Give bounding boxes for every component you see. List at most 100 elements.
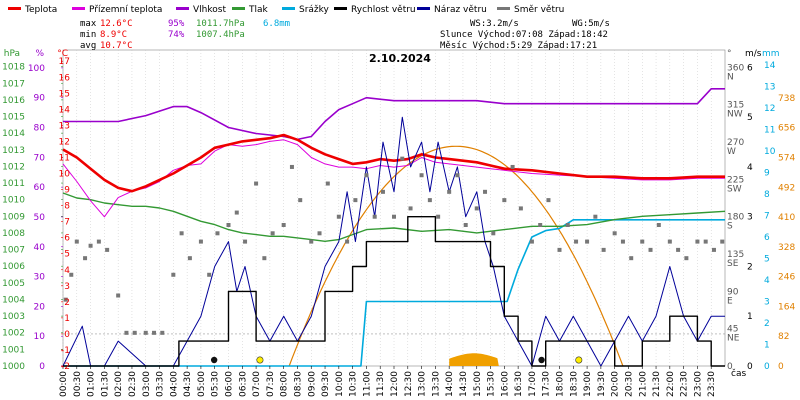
- y-tick-label: 1017: [2, 79, 25, 89]
- wind-direction-point: [408, 206, 413, 211]
- wind-direction-point: [455, 173, 460, 178]
- y-tick-label: 30: [34, 273, 46, 283]
- y-tick-label: 5: [64, 250, 70, 260]
- y-tick-label: 1004: [2, 295, 25, 305]
- wind-direction-point: [648, 247, 653, 252]
- y-tick-label: 10: [34, 332, 46, 342]
- y-tick-label: SW: [727, 184, 742, 194]
- wind-direction-point: [676, 247, 681, 252]
- y-tick-label: 10: [764, 147, 776, 157]
- stat-text: 8.9°C: [100, 30, 127, 40]
- stat-text: WG:5m/s: [572, 19, 610, 29]
- wind-direction-point: [640, 239, 645, 244]
- y-tick-label: 15: [59, 89, 70, 99]
- y-tick-label: -2: [61, 362, 70, 372]
- wind-direction-point: [711, 247, 716, 252]
- chart-title: 2.10.2024: [369, 52, 431, 65]
- wind-direction-point: [152, 330, 157, 335]
- wind-direction-point: [612, 231, 617, 236]
- y-tick-label: 13: [764, 83, 775, 93]
- axis-unit: mm: [762, 49, 780, 59]
- x-tick-label: 23:30: [707, 371, 717, 397]
- series-line-teplota: [62, 133, 725, 193]
- y-tick-label: 0: [747, 362, 753, 372]
- x-tick-label: 01:30: [100, 371, 110, 397]
- plot-area: [62, 49, 726, 367]
- y-tick-label: 1000: [2, 362, 25, 372]
- wind-direction-point: [353, 198, 358, 203]
- x-tick-label: 10:00: [335, 371, 345, 397]
- stat-text: 12.6°C: [100, 19, 133, 29]
- stat-text: 1011.7hPa: [196, 19, 245, 29]
- legend-label: Rychlost větru: [351, 5, 416, 15]
- y-tick-label: 45: [727, 325, 738, 335]
- y-tick-label: 82: [778, 332, 789, 342]
- solar-curve: [288, 145, 624, 367]
- x-tick-label: 04:00: [169, 371, 179, 397]
- y-tick-label: 656: [778, 124, 795, 134]
- y-tick-label: 492: [778, 183, 795, 193]
- y-tick-label: 2: [747, 262, 753, 272]
- y-tick-label: NW: [727, 110, 743, 120]
- y-tick-label: 5: [747, 113, 753, 123]
- legend-label: Teplota: [24, 5, 57, 15]
- legend-swatch: [176, 7, 189, 10]
- y-tick-label: 60: [34, 183, 46, 193]
- wind-direction-point: [703, 239, 708, 244]
- wind-direction-point: [656, 223, 661, 228]
- x-tick-label: 09:00: [307, 371, 317, 397]
- x-tick-label: 18:30: [569, 371, 579, 397]
- x-tick-label: 11:00: [362, 371, 372, 397]
- wind-direction-point: [529, 239, 534, 244]
- axis-unit: %: [35, 49, 44, 59]
- wind-direction-point: [96, 239, 101, 244]
- y-tick-label: 14: [59, 105, 71, 115]
- y-tick-label: 1: [64, 314, 70, 324]
- wind-direction-point: [483, 189, 488, 194]
- series-line-p-zemn-teplota: [62, 139, 725, 218]
- y-tick-label: 225: [727, 175, 744, 185]
- y-tick-label: 9: [64, 186, 70, 196]
- wind-direction-point: [557, 247, 562, 252]
- y-tick-label: 164: [778, 302, 795, 312]
- wind-direction-point: [491, 231, 496, 236]
- x-tick-label: 02:00: [114, 371, 124, 397]
- y-tick-label: 1018: [2, 63, 25, 73]
- wind-direction-point: [124, 330, 129, 335]
- legend-swatch: [8, 7, 21, 10]
- x-tick-label: 11:30: [376, 371, 386, 397]
- wind-direction-point: [215, 231, 220, 236]
- y-tick-label: 1014: [2, 129, 25, 139]
- y-tick-label: 70: [34, 153, 46, 163]
- x-tick-label: 15:00: [473, 371, 483, 397]
- x-tick-label: 04:30: [183, 371, 193, 397]
- rain-rate-area: [449, 353, 499, 366]
- y-tick-label: 9: [764, 169, 770, 179]
- axes: 00:00 00:30 01:00 01:30 02:00 02:30 03:00 03:30…: [2, 49, 795, 397]
- x-tick-label: 14:00: [445, 371, 455, 397]
- wind-direction-point: [427, 198, 432, 203]
- legend-label: Směr větru: [514, 5, 564, 15]
- moon-marker: [538, 356, 545, 364]
- axis-unit: °: [727, 49, 732, 59]
- legend-label: Tlak: [248, 5, 269, 15]
- wind-direction-point: [270, 231, 275, 236]
- y-tick-label: 1: [764, 341, 770, 351]
- wind-direction-point: [105, 247, 110, 252]
- x-tick-label: 01:00: [87, 371, 97, 397]
- wind-direction-point: [207, 272, 212, 277]
- wind-direction-point: [281, 223, 286, 228]
- y-tick-label: 14: [764, 61, 776, 71]
- y-tick-label: 0: [64, 330, 70, 340]
- y-tick-label: 8: [764, 190, 770, 200]
- legend-label: Srážky: [299, 5, 330, 15]
- legend-label: Náraz větru: [434, 5, 487, 15]
- legend-swatch: [72, 7, 85, 10]
- wind-direction-point: [720, 239, 725, 244]
- wind-direction-point: [447, 189, 452, 194]
- wind-direction-point: [325, 181, 330, 186]
- x-tick-label: 08:00: [280, 371, 290, 397]
- x-tick-label: 13:30: [431, 371, 441, 397]
- wind-direction-point: [179, 231, 184, 236]
